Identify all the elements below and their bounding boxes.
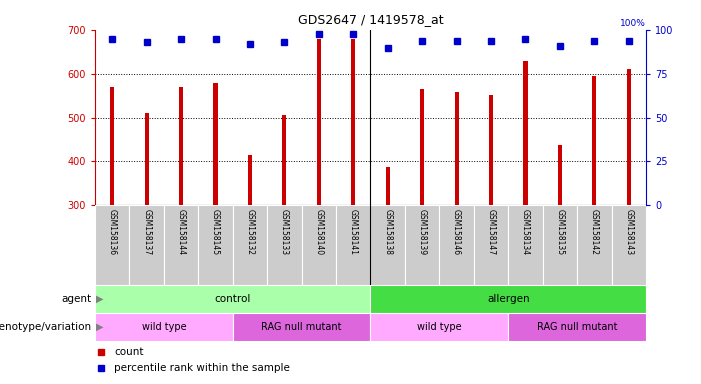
Text: GSM158135: GSM158135 bbox=[555, 209, 564, 255]
Bar bbox=[248, 155, 252, 205]
Text: count: count bbox=[114, 347, 144, 357]
Text: GSM158141: GSM158141 bbox=[349, 209, 358, 255]
Text: GSM158136: GSM158136 bbox=[108, 209, 117, 255]
Bar bbox=[301, 205, 336, 285]
Text: 100%: 100% bbox=[620, 19, 646, 28]
Bar bbox=[95, 285, 371, 313]
Bar bbox=[95, 205, 130, 285]
Text: ▶: ▶ bbox=[97, 322, 104, 332]
Bar bbox=[164, 205, 198, 285]
Bar bbox=[577, 205, 611, 285]
Text: GSM158144: GSM158144 bbox=[177, 209, 186, 255]
Bar bbox=[489, 95, 493, 205]
Bar bbox=[524, 61, 528, 205]
Bar bbox=[558, 145, 562, 205]
Text: RAG null mutant: RAG null mutant bbox=[261, 322, 342, 332]
Text: wild type: wild type bbox=[142, 322, 186, 332]
Bar bbox=[474, 205, 508, 285]
Text: GSM158139: GSM158139 bbox=[418, 209, 427, 255]
Bar bbox=[386, 167, 390, 205]
Text: GSM158137: GSM158137 bbox=[142, 209, 151, 255]
Bar bbox=[110, 87, 114, 205]
Bar bbox=[95, 313, 233, 341]
Text: GSM158133: GSM158133 bbox=[280, 209, 289, 255]
Bar bbox=[627, 70, 631, 205]
Text: RAG null mutant: RAG null mutant bbox=[537, 322, 618, 332]
Bar bbox=[508, 205, 543, 285]
Text: GSM158143: GSM158143 bbox=[625, 209, 633, 255]
Bar bbox=[130, 205, 164, 285]
Text: GSM158132: GSM158132 bbox=[245, 209, 254, 255]
Bar bbox=[317, 39, 321, 205]
Bar bbox=[336, 205, 371, 285]
Text: percentile rank within the sample: percentile rank within the sample bbox=[114, 363, 290, 373]
Bar bbox=[440, 205, 474, 285]
Text: wild type: wild type bbox=[417, 322, 462, 332]
Bar bbox=[283, 115, 287, 205]
Bar bbox=[267, 205, 301, 285]
Bar bbox=[420, 89, 424, 205]
Bar bbox=[198, 205, 233, 285]
Text: GSM158145: GSM158145 bbox=[211, 209, 220, 255]
Text: agent: agent bbox=[62, 294, 92, 304]
Text: GSM158134: GSM158134 bbox=[521, 209, 530, 255]
Bar bbox=[351, 39, 355, 205]
Bar bbox=[508, 313, 646, 341]
Bar bbox=[543, 205, 577, 285]
Bar bbox=[179, 87, 183, 205]
Bar bbox=[611, 205, 646, 285]
Text: GSM158142: GSM158142 bbox=[590, 209, 599, 255]
Bar bbox=[233, 205, 267, 285]
Text: allergen: allergen bbox=[487, 294, 529, 304]
Bar bbox=[405, 205, 440, 285]
Title: GDS2647 / 1419578_at: GDS2647 / 1419578_at bbox=[298, 13, 443, 26]
Text: control: control bbox=[215, 294, 251, 304]
Text: GSM158147: GSM158147 bbox=[486, 209, 496, 255]
Text: genotype/variation: genotype/variation bbox=[0, 322, 92, 332]
Bar bbox=[233, 313, 371, 341]
Text: ▶: ▶ bbox=[97, 294, 104, 304]
Bar bbox=[214, 83, 217, 205]
Text: GSM158146: GSM158146 bbox=[452, 209, 461, 255]
Bar bbox=[592, 76, 597, 205]
Bar bbox=[371, 285, 646, 313]
Text: GSM158140: GSM158140 bbox=[314, 209, 323, 255]
Bar bbox=[144, 113, 149, 205]
Bar bbox=[371, 205, 405, 285]
Text: GSM158138: GSM158138 bbox=[383, 209, 393, 255]
Bar bbox=[454, 92, 458, 205]
Bar bbox=[371, 313, 508, 341]
